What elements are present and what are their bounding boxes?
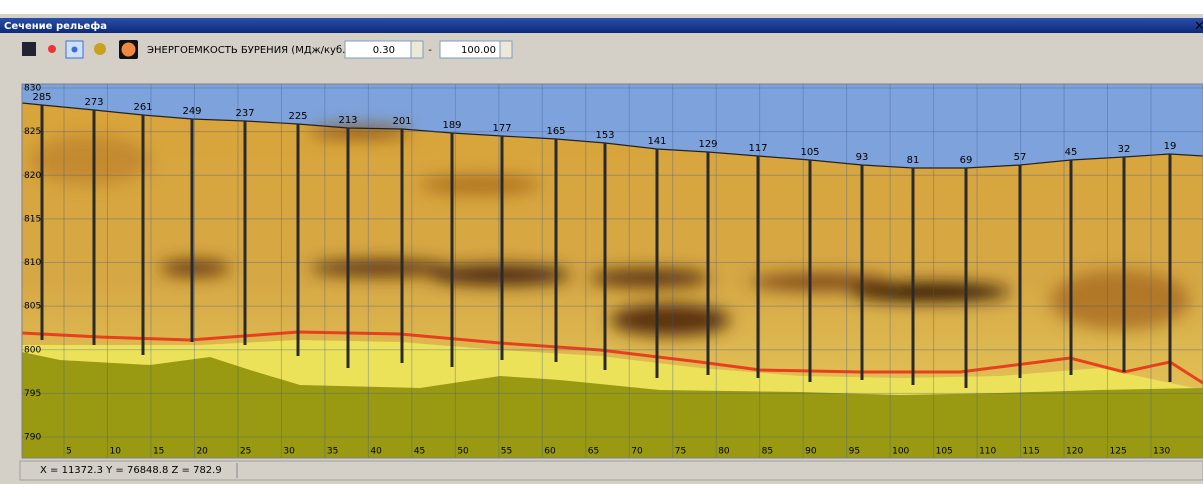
borehole-label: 32	[1118, 144, 1131, 155]
point-icon[interactable]	[48, 45, 56, 53]
y-label: 820	[24, 171, 41, 181]
color-dot	[121, 42, 136, 57]
x-label: 100	[892, 447, 909, 457]
borehole-label: 45	[1065, 147, 1078, 158]
max-value: 100.00	[461, 45, 496, 56]
x-label: 65	[588, 447, 599, 457]
x-label: 105	[936, 447, 953, 457]
x-label: 115	[1023, 447, 1040, 457]
x-label: 30	[283, 447, 295, 457]
y-label: 795	[24, 389, 41, 399]
y-label: 790	[24, 433, 41, 443]
x-label: 70	[631, 447, 643, 457]
toolbar: ЭНЕРГОЕМКОСТЬ БУРЕНИЯ (МДж/куб.м) : 0.30…	[22, 40, 513, 59]
borehole-label: 285	[32, 92, 51, 103]
status-text: X = 11372.3 Y = 76848.8 Z = 782.9	[40, 465, 222, 476]
borehole-label: 19	[1164, 141, 1177, 152]
status-bar	[19, 460, 1203, 481]
title-bar	[0, 18, 1203, 33]
min-spinner[interactable]	[410, 40, 424, 59]
x-label: 80	[718, 447, 730, 457]
x-label: 50	[457, 447, 469, 457]
borehole-label: 177	[492, 123, 511, 134]
bedrock-line	[22, 330, 1203, 385]
x-label: 95	[849, 447, 860, 457]
plot-border	[21, 83, 1203, 459]
save-icon[interactable]	[22, 42, 36, 56]
borehole-label: 273	[84, 97, 103, 108]
x-label: 120	[1066, 447, 1083, 457]
close-button[interactable]: ×	[1194, 19, 1203, 34]
layers-icon[interactable]	[94, 43, 106, 55]
x-label: 45	[414, 447, 425, 457]
y-label: 825	[24, 127, 41, 137]
borehole-label: 141	[647, 136, 666, 147]
x-label: 10	[109, 447, 121, 457]
section-plot	[22, 84, 1203, 458]
borehole-label: 189	[442, 120, 461, 131]
borehole-label: 201	[392, 116, 411, 127]
x-label: 130	[1153, 447, 1170, 457]
y-label: 830	[24, 84, 41, 94]
x-label: 25	[240, 447, 251, 457]
min-value: 0.30	[373, 45, 395, 56]
x-label: 125	[1110, 447, 1127, 457]
x-label: 35	[327, 447, 338, 457]
borehole-label: 117	[748, 143, 767, 154]
bedrock	[22, 352, 1203, 458]
max-spinner[interactable]	[499, 40, 513, 59]
y-label: 800	[24, 345, 41, 355]
y-label: 810	[24, 258, 41, 268]
dense-zones	[30, 126, 1190, 336]
y-label: 815	[24, 214, 41, 224]
x-label: 75	[675, 447, 686, 457]
x-label: 85	[762, 447, 773, 457]
borehole-label: 81	[907, 155, 920, 166]
borehole-label: 165	[546, 126, 565, 137]
x-label: 15	[153, 447, 164, 457]
borehole-label: 129	[698, 139, 717, 150]
window-title: Сечение рельефа	[4, 20, 107, 32]
borehole-label: 105	[800, 147, 819, 158]
separator: -	[428, 45, 432, 56]
borehole-label: 69	[960, 155, 973, 166]
x-label: 90	[805, 447, 817, 457]
borehole-label: 93	[856, 152, 869, 163]
x-label: 5	[66, 447, 72, 457]
borehole-label: 57	[1014, 152, 1027, 163]
x-label: 55	[501, 447, 512, 457]
x-label: 40	[370, 447, 382, 457]
y-label: 805	[24, 302, 41, 312]
borehole-label: 237	[235, 108, 254, 119]
select-dot	[71, 46, 78, 53]
borehole-label: 261	[133, 102, 152, 113]
borehole-label: 249	[182, 106, 201, 117]
x-label: 60	[544, 447, 556, 457]
borehole-label: 213	[338, 115, 357, 126]
x-label: 20	[196, 447, 208, 457]
toolbar-label: ЭНЕРГОЕМКОСТЬ БУРЕНИЯ (МДж/куб.м) :	[147, 45, 363, 56]
x-label: 110	[979, 447, 996, 457]
borehole-label: 153	[595, 130, 614, 141]
borehole-label: 225	[288, 111, 307, 122]
